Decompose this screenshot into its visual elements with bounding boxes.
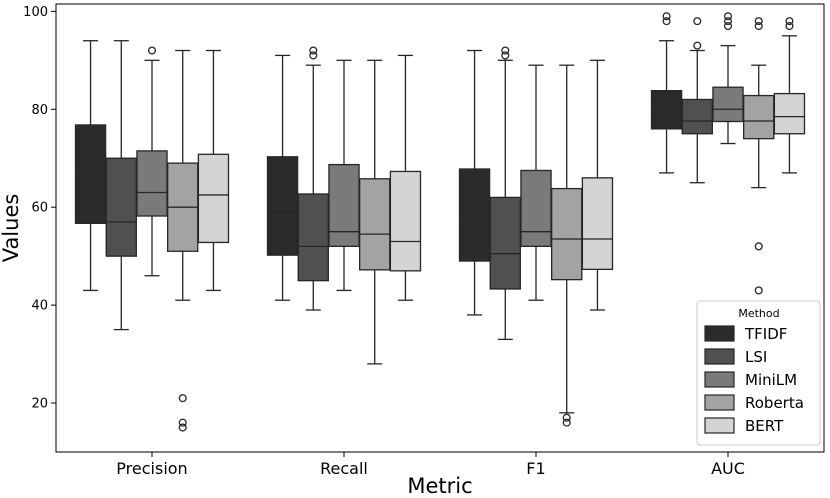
outlier-point [754,286,763,295]
outlier-point [754,17,763,26]
y-tick-label: 60 [31,201,48,216]
outlier-point [662,12,671,21]
iqr-box [105,157,137,257]
iqr-box [359,178,391,271]
box-lsi-auc [681,17,713,184]
y-axis-title: Values [0,194,23,263]
y-axis: 20 40 60 80 100 [23,5,56,412]
x-axis: Precision Recall F1 AUC [116,452,745,478]
box-tfidf-recall [266,54,299,301]
box-group-f1 [458,46,614,427]
legend: Method TFIDF LSI MiniLM Roberta BERT [696,300,821,446]
x-tick-label: Precision [116,459,187,478]
box-roberta-precision [167,49,199,432]
outlier-point [785,21,794,31]
outlier-point [178,423,187,432]
y-tick-label: 20 [31,397,48,412]
box-groups [74,12,806,432]
legend-items: TFIDF LSI MiniLM Roberta BERT [704,325,804,435]
legend-label-roberta: Roberta [745,394,804,412]
box-group-recall [266,46,422,365]
box-roberta-f1 [551,64,583,427]
outlier-point [754,21,763,31]
box-bert-auc [773,17,806,174]
outlier-point [309,51,318,60]
outlier-point [309,46,318,55]
box-roberta-auc [743,17,775,295]
box-tfidf-f1 [458,49,491,316]
outlier-point [178,418,187,427]
x-tick-label: Recall [320,459,368,478]
outlier-point [501,51,510,60]
iqr-box [197,153,230,244]
legend-label-bert: BERT [745,417,784,435]
legend-swatch-lsi [704,348,735,365]
box-group-precision [74,40,230,432]
iqr-box [581,177,614,271]
legend-label-lsi: LSI [745,348,767,366]
outlier-point [662,17,671,26]
outlier-point [693,17,702,26]
x-tick-label: F1 [526,459,545,478]
outlier-point [693,41,702,50]
iqr-box [136,150,168,217]
y-tick-label: 100 [23,5,48,20]
outlier-point [147,46,157,55]
outlier-point [754,242,763,251]
outlier-point [785,17,794,26]
box-bert-precision [197,49,230,292]
iqr-box [328,163,360,248]
iqr-box [773,92,806,135]
legend-label-tfidf: TFIDF [744,325,787,343]
legend-title: Method [738,307,779,320]
box-minilm-precision [136,46,168,277]
x-tick-label: AUC [711,459,745,478]
box-roberta-recall [359,59,391,365]
box-tfidf-auc [650,12,683,174]
box-bert-recall [389,54,422,301]
outlier-point [178,394,187,403]
box-tfidf-precision [74,40,107,292]
box-lsi-precision [105,40,137,331]
legend-label-minilm: MiniLM [745,371,797,389]
box-group-auc [650,12,806,295]
outlier-point [723,17,733,26]
iqr-box [712,86,744,123]
iqr-box [681,98,713,135]
outlier-point [562,418,571,427]
box-lsi-f1 [489,46,521,341]
x-axis-title: Metric [407,474,472,498]
legend-swatch-bert [704,417,735,434]
legend-swatch-tfidf [704,325,735,342]
y-tick-label: 80 [31,103,48,118]
iqr-box [266,156,299,256]
iqr-box [297,193,329,282]
box-minilm-f1 [520,64,552,301]
iqr-box [389,170,422,272]
iqr-box [458,168,491,262]
iqr-box [743,94,775,140]
outlier-point [562,413,571,422]
legend-swatch-minilm [704,371,735,388]
legend-swatch-roberta [704,394,735,411]
iqr-box [74,124,107,224]
box-bert-f1 [581,59,614,311]
outlier-point [501,46,510,55]
y-tick-label: 40 [31,299,48,314]
box-minilm-recall [328,59,360,292]
iqr-box [520,169,552,248]
outlier-point [723,21,733,31]
iqr-box [650,90,683,130]
iqr-box [551,187,583,281]
iqr-box [489,196,521,290]
outlier-point [723,12,733,21]
